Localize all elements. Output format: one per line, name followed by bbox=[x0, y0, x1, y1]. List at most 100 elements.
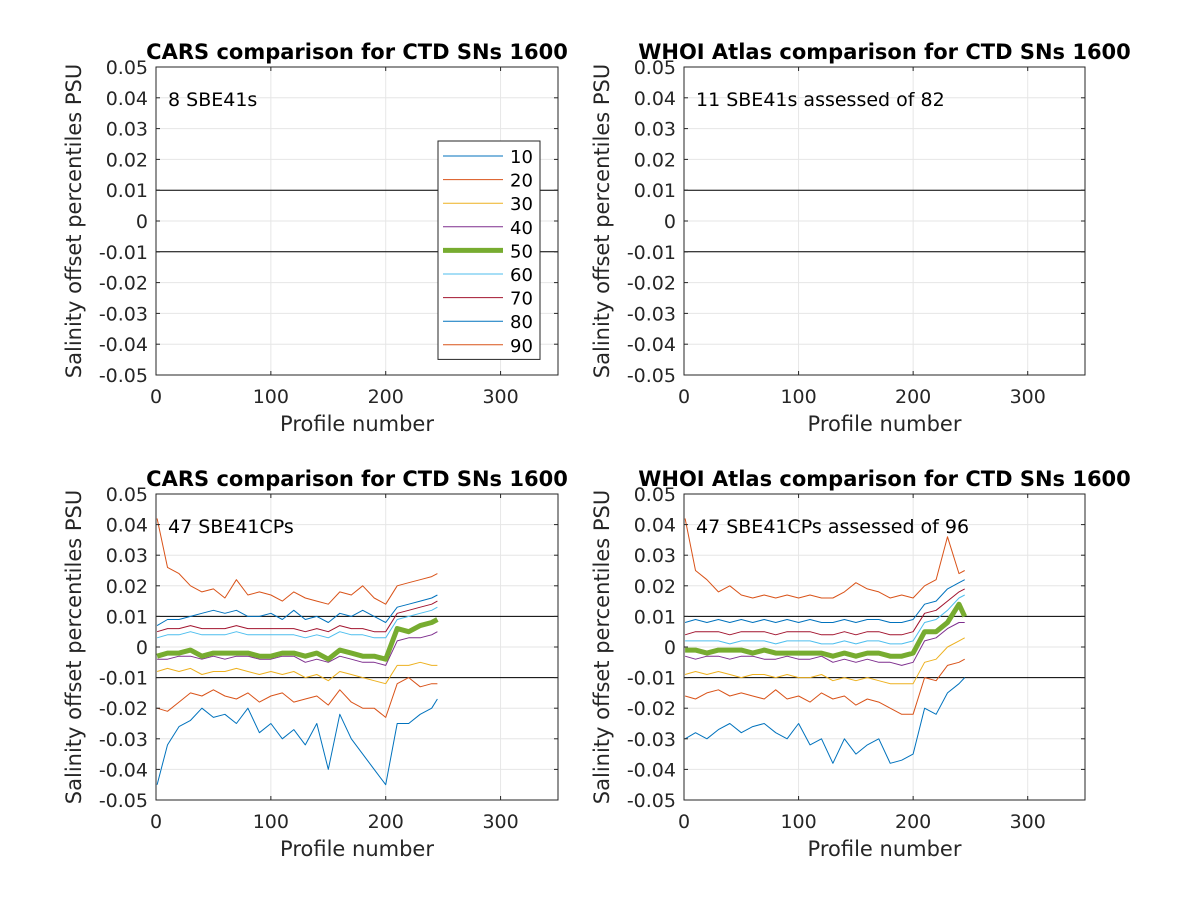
series-line-30 bbox=[156, 661, 438, 685]
y-tick-label: 0.05 bbox=[106, 484, 148, 506]
y-tick-label: -0.01 bbox=[99, 668, 148, 690]
series-line-90 bbox=[684, 518, 965, 599]
y-tick-label: 0.05 bbox=[634, 57, 676, 79]
y-tick-label: -0.02 bbox=[99, 698, 148, 720]
series-line-70 bbox=[156, 600, 438, 633]
series-line-80 bbox=[156, 594, 438, 627]
x-tick-label: 100 bbox=[780, 386, 816, 408]
y-axis-label: Salinity offset percentiles PSU bbox=[590, 490, 614, 804]
series-line-10 bbox=[156, 698, 438, 786]
y-tick-label: -0.03 bbox=[99, 303, 148, 325]
y-tick-label: 0 bbox=[664, 637, 676, 659]
x-tick-label: 300 bbox=[482, 386, 518, 408]
y-tick-label: 0.01 bbox=[634, 606, 676, 628]
x-tick-label: 0 bbox=[150, 386, 162, 408]
x-tick-label: 100 bbox=[780, 811, 816, 833]
y-tick-label: 0.01 bbox=[106, 180, 148, 202]
legend-label: 50 bbox=[510, 241, 533, 262]
series-line-60 bbox=[156, 606, 438, 639]
y-tick-label: 0.04 bbox=[106, 515, 148, 537]
y-tick-label: -0.02 bbox=[99, 273, 148, 295]
legend-label: 60 bbox=[510, 265, 533, 286]
chart-title: WHOI Atlas comparison for CTD SNs 1600 bbox=[638, 467, 1131, 491]
y-tick-label: 0 bbox=[136, 637, 148, 659]
chart-title: CARS comparison for CTD SNs 1600 bbox=[146, 40, 568, 64]
series-line-80 bbox=[684, 579, 965, 623]
chart-panel-1: 0 100 200 300 -0.05 -0.04 -0.03 -0.02 -0.01 0 0.01… bbox=[62, 40, 568, 436]
legend-label: 10 bbox=[510, 147, 533, 168]
y-axis-label: Salinity offset percentiles PSU bbox=[62, 490, 86, 804]
x-tick-label: 100 bbox=[253, 811, 289, 833]
chart-panel-3: 0 100 200 300 -0.05 -0.04 -0.03 -0.02 -0.01 0 0.01… bbox=[62, 467, 568, 861]
y-tick-label: 0.04 bbox=[634, 88, 676, 110]
legend-label: 30 bbox=[510, 194, 533, 215]
series-line-10 bbox=[684, 677, 966, 764]
series-line-90 bbox=[156, 518, 438, 605]
y-tick-label: 0.05 bbox=[634, 484, 676, 506]
y-tick-label: 0.02 bbox=[106, 149, 148, 171]
annotation-text: 8 SBE41s bbox=[168, 89, 257, 111]
x-tick-label: 200 bbox=[895, 386, 931, 408]
y-tick-label: -0.01 bbox=[627, 242, 676, 264]
x-tick-label: 300 bbox=[1010, 811, 1046, 833]
series-line-60 bbox=[685, 594, 965, 645]
series-line-40 bbox=[157, 631, 438, 666]
y-tick-label: -0.01 bbox=[627, 668, 676, 690]
x-tick-label: 200 bbox=[895, 811, 931, 833]
chart-title: CARS comparison for CTD SNs 1600 bbox=[146, 467, 568, 491]
chart-title: WHOI Atlas comparison for CTD SNs 1600 bbox=[638, 40, 1131, 64]
series-line-20 bbox=[156, 677, 438, 718]
series-group bbox=[684, 518, 967, 764]
x-axis-label: Profile number bbox=[808, 837, 962, 861]
y-tick-label: 0.04 bbox=[634, 515, 676, 537]
x-tick-label: 0 bbox=[150, 811, 162, 833]
x-tick-label: 300 bbox=[1010, 386, 1046, 408]
y-tick-label: -0.05 bbox=[627, 790, 676, 812]
y-tick-label: 0 bbox=[136, 211, 148, 233]
y-tick-label: 0.03 bbox=[106, 119, 148, 141]
x-axis-label: Profile number bbox=[808, 412, 962, 436]
series-line-20 bbox=[684, 658, 965, 715]
legend-label: 90 bbox=[510, 336, 533, 357]
x-tick-label: 300 bbox=[482, 811, 518, 833]
series-line-40 bbox=[684, 622, 965, 666]
x-tick-label: 0 bbox=[678, 386, 690, 408]
y-tick-label: -0.04 bbox=[99, 759, 148, 781]
y-tick-label: -0.05 bbox=[627, 365, 676, 387]
y-axis-label: Salinity offset percentiles PSU bbox=[590, 64, 614, 378]
y-tick-label: 0.02 bbox=[634, 149, 676, 171]
y-tick-label: 0.04 bbox=[106, 88, 148, 110]
legend-label: 40 bbox=[510, 218, 533, 239]
chart-panel-4: 0 100 200 300 -0.05 -0.04 -0.03 -0.02 -0.01 0 0.01… bbox=[590, 467, 1131, 861]
y-axis-label: Salinity offset percentiles PSU bbox=[62, 64, 86, 378]
y-tick-label: -0.05 bbox=[99, 790, 148, 812]
y-tick-label: -0.03 bbox=[99, 729, 148, 751]
series-group bbox=[156, 518, 439, 786]
y-tick-label: 0.03 bbox=[106, 545, 148, 567]
legend-label: 20 bbox=[510, 171, 533, 192]
legend-label: 70 bbox=[510, 289, 533, 310]
series-line-50 bbox=[156, 617, 439, 662]
y-tick-label: -0.03 bbox=[627, 303, 676, 325]
y-tick-label: 0.03 bbox=[634, 119, 676, 141]
annotation-text: 47 SBE41CPs assessed of 96 bbox=[696, 516, 969, 538]
series-line-70 bbox=[684, 588, 965, 636]
annotation-text: 11 SBE41s assessed of 82 bbox=[696, 89, 945, 111]
y-tick-label: -0.04 bbox=[99, 334, 148, 356]
series-line-50 bbox=[685, 601, 967, 659]
x-axis-label: Profile number bbox=[280, 412, 434, 436]
y-tick-label: 0.01 bbox=[634, 180, 676, 202]
annotation-text: 47 SBE41CPs bbox=[168, 516, 294, 538]
y-tick-label: 0.02 bbox=[106, 576, 148, 598]
y-tick-label: 0.01 bbox=[106, 606, 148, 628]
x-tick-label: 0 bbox=[678, 811, 690, 833]
y-tick-label: 0.03 bbox=[634, 545, 676, 567]
y-tick-label: -0.05 bbox=[99, 365, 148, 387]
y-tick-label: -0.01 bbox=[99, 242, 148, 264]
x-tick-label: 100 bbox=[253, 386, 289, 408]
chart-panel-2: 0 100 200 300 -0.05 -0.04 -0.03 -0.02 -0.01 0 0.01… bbox=[590, 40, 1131, 436]
y-tick-label: -0.04 bbox=[627, 759, 676, 781]
y-tick-label: 0 bbox=[664, 211, 676, 233]
